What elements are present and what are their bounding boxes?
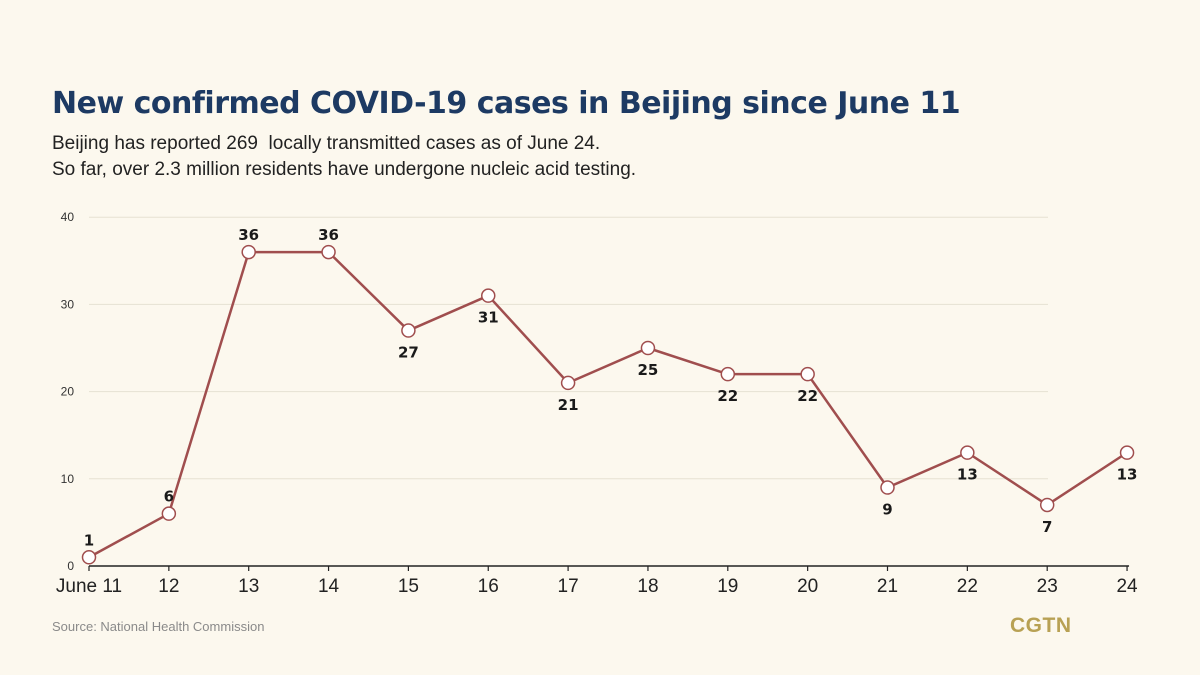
x-tick-label: 18	[637, 576, 658, 597]
data-label: 36	[238, 226, 259, 244]
data-label: 21	[558, 396, 579, 414]
data-point	[321, 244, 336, 260]
x-tick-label: 21	[877, 576, 898, 597]
data-label: 31	[478, 309, 499, 327]
series-line	[88, 250, 1128, 559]
data-label: 22	[797, 387, 818, 405]
x-tick-label: 14	[318, 576, 340, 597]
y-tick-label: 20	[61, 385, 75, 399]
data-point	[81, 550, 97, 565]
y-tick-label: 40	[61, 210, 75, 224]
chart-subtitle: Beijing has reported 269 locally transmi…	[52, 131, 636, 183]
data-label: 13	[1117, 466, 1138, 484]
cgtn-logo: CGTN	[1010, 614, 1072, 637]
chart-title: New confirmed COVID-19 cases in Beijing …	[52, 86, 961, 121]
x-tick-label: 17	[558, 576, 579, 597]
source-note: Source: National Health Commission	[52, 619, 265, 634]
x-tick-label: 22	[957, 576, 978, 597]
data-point	[800, 366, 815, 382]
data-label: 25	[638, 361, 659, 379]
data-point	[481, 288, 496, 303]
data-label: 7	[1042, 518, 1052, 536]
subtitle-line-2: So far, over 2.3 million residents have …	[52, 159, 637, 180]
data-point	[560, 375, 576, 391]
x-tick-label: 23	[1037, 576, 1058, 597]
data-point	[640, 340, 656, 356]
data-label: 36	[318, 226, 339, 244]
x-tick-label: 12	[158, 576, 179, 597]
x-tick-label: 19	[717, 576, 738, 597]
x-tick-label: 16	[478, 576, 499, 597]
x-tick-label: 13	[238, 576, 259, 597]
data-label: 6	[164, 488, 174, 506]
y-tick-label: 10	[61, 472, 75, 486]
x-tick-label: 15	[398, 576, 419, 597]
x-tick-label: June 11	[56, 576, 122, 597]
data-point	[401, 323, 416, 338]
y-tick-label: 30	[61, 297, 75, 311]
data-label: 22	[717, 387, 738, 405]
data-label: 1	[84, 531, 94, 549]
data-point	[241, 244, 256, 260]
x-tick-label: 20	[797, 576, 818, 597]
x-tick-label: 24	[1116, 576, 1138, 597]
y-tick-label: 0	[67, 559, 74, 573]
data-point	[1039, 497, 1055, 513]
data-label: 13	[957, 466, 978, 484]
data-point	[880, 480, 895, 495]
subtitle-line-1: Beijing has reported 269 locally transmi…	[52, 133, 601, 154]
data-point	[1119, 445, 1135, 460]
data-point	[960, 445, 975, 460]
data-point	[161, 506, 177, 521]
data-label: 9	[882, 501, 892, 519]
data-point	[720, 366, 736, 382]
data-label: 27	[398, 344, 419, 362]
